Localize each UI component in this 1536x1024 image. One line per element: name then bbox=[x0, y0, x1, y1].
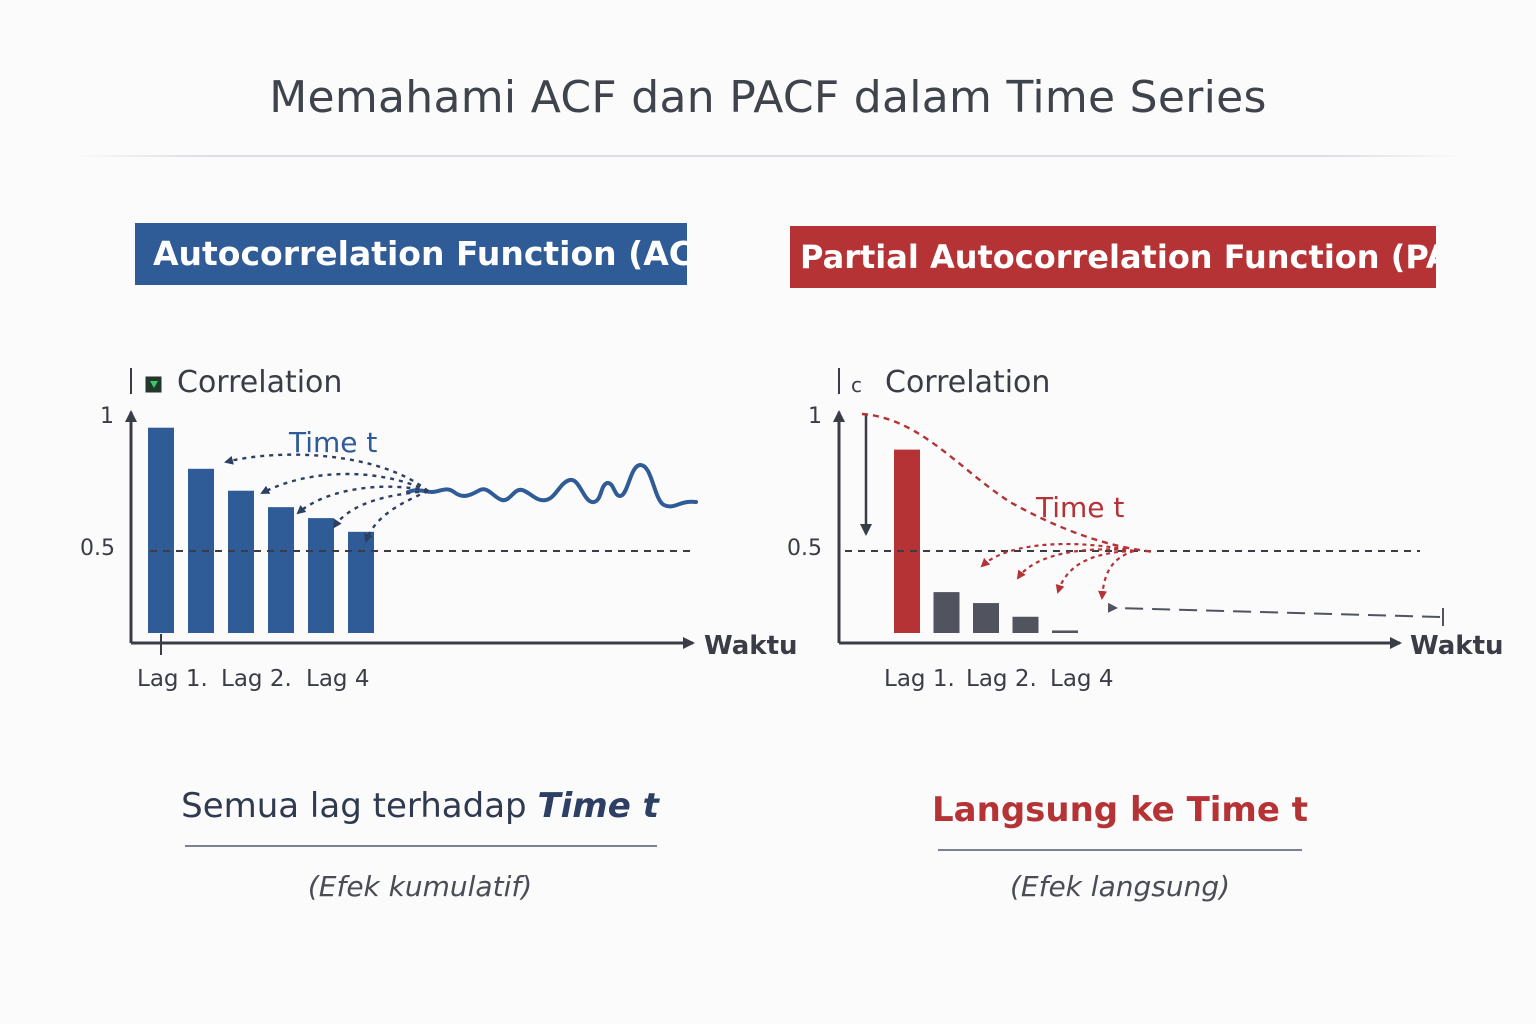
pacf-caption-underline bbox=[938, 849, 1302, 851]
acf-y-axis-label: Correlation bbox=[177, 365, 342, 400]
pacf-arrow-1 bbox=[980, 542, 1135, 568]
pacf-bar-5 bbox=[1052, 630, 1078, 633]
page-title: Memahami ACF dan PACF dalam Time Series bbox=[269, 72, 1267, 123]
pacf-caption: Langsung ke Time t bbox=[932, 790, 1308, 830]
acf-annotation-time-t: Time t bbox=[288, 426, 377, 459]
acf-bar-4 bbox=[268, 507, 294, 633]
acf-bar-5 bbox=[308, 518, 334, 633]
pacf-x-tick-label-2: Lag 2. bbox=[966, 666, 1037, 692]
acf-arrow-5 bbox=[364, 489, 429, 543]
pacf-x-tick-label-3: Lag 4 bbox=[1050, 666, 1113, 692]
pacf-bars bbox=[894, 449, 1078, 633]
pacf-x-tick-label-1: Lag 1. bbox=[884, 666, 955, 692]
acf-bars bbox=[148, 427, 374, 633]
pacf-chart: c Correlation 1 0.5 Waktu Lag 1. Lag 2. … bbox=[787, 365, 1504, 692]
pacf-lag-arrows bbox=[980, 542, 1135, 600]
title-divider bbox=[70, 155, 1466, 157]
acf-y-tick-1: 1 bbox=[100, 404, 114, 429]
acf-x-tick-label-2: Lag 2. bbox=[221, 666, 292, 692]
acf-bar-3 bbox=[228, 490, 254, 633]
pacf-bar-3 bbox=[973, 603, 999, 633]
pacf-y-axis-label: Correlation bbox=[885, 365, 1050, 400]
acf-caption-underline bbox=[185, 845, 657, 847]
pacf-annotation-time-t: Time t bbox=[1035, 491, 1124, 524]
pacf-gray-arrow bbox=[1107, 602, 1441, 618]
pacf-bar-2 bbox=[933, 592, 960, 633]
pacf-x-axis-label: Waktu bbox=[1410, 631, 1504, 661]
pacf-y-axis-marker: c bbox=[851, 373, 862, 397]
acf-title-badge: Autocorrelation Function (ACF) bbox=[135, 223, 687, 285]
pacf-note: (Efek langsung) bbox=[1009, 870, 1231, 903]
pacf-bar-1 bbox=[894, 449, 920, 633]
pacf-y-tick-0-5: 0.5 bbox=[787, 536, 822, 561]
acf-y-tick-0-5: 0.5 bbox=[80, 536, 115, 561]
acf-x-tick-label-3: Lag 4 bbox=[306, 666, 369, 692]
acf-chart: Correlation 1 0.5 Waktu Lag 1. Lag 2. La… bbox=[80, 365, 798, 692]
pacf-arrow-2 bbox=[1016, 548, 1135, 580]
acf-bar-1 bbox=[148, 427, 174, 633]
acf-bar-6 bbox=[348, 531, 374, 633]
acf-arrow-4 bbox=[332, 489, 429, 529]
pacf-arrow-4 bbox=[1098, 549, 1135, 600]
acf-caption: Semua lag terhadap Time t bbox=[150, 786, 690, 826]
acf-legend-marker-icon bbox=[150, 381, 158, 388]
acf-caption-text: Semua lag terhadap bbox=[181, 786, 538, 826]
pacf-bar-4 bbox=[1012, 616, 1039, 633]
acf-time-series-line bbox=[406, 463, 698, 509]
acf-lag-arrows bbox=[224, 453, 429, 543]
pacf-arrow-3 bbox=[1055, 549, 1135, 594]
pacf-title-badge: Partial Autocorrelation Function (PACF) bbox=[790, 226, 1436, 288]
acf-arrow-2 bbox=[260, 472, 429, 495]
acf-arrow-1 bbox=[224, 453, 429, 492]
acf-x-axis-label: Waktu bbox=[704, 631, 798, 661]
pacf-y-tick-1: 1 bbox=[808, 404, 822, 429]
acf-caption-emphasis: Time t bbox=[537, 786, 659, 826]
acf-x-tick-label-1: Lag 1. bbox=[137, 666, 208, 692]
acf-note: (Efek kumulatif) bbox=[307, 870, 533, 903]
